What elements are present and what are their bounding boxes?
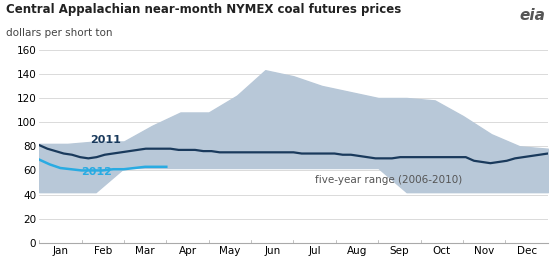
Text: 2011: 2011 — [90, 135, 121, 145]
Text: five-year range (2006-2010): five-year range (2006-2010) — [315, 174, 462, 184]
Text: eia: eia — [519, 8, 545, 23]
Text: Central Appalachian near-month NYMEX coal futures prices: Central Appalachian near-month NYMEX coa… — [6, 3, 401, 16]
Text: 2012: 2012 — [82, 167, 112, 177]
Text: dollars per short ton: dollars per short ton — [6, 28, 112, 38]
